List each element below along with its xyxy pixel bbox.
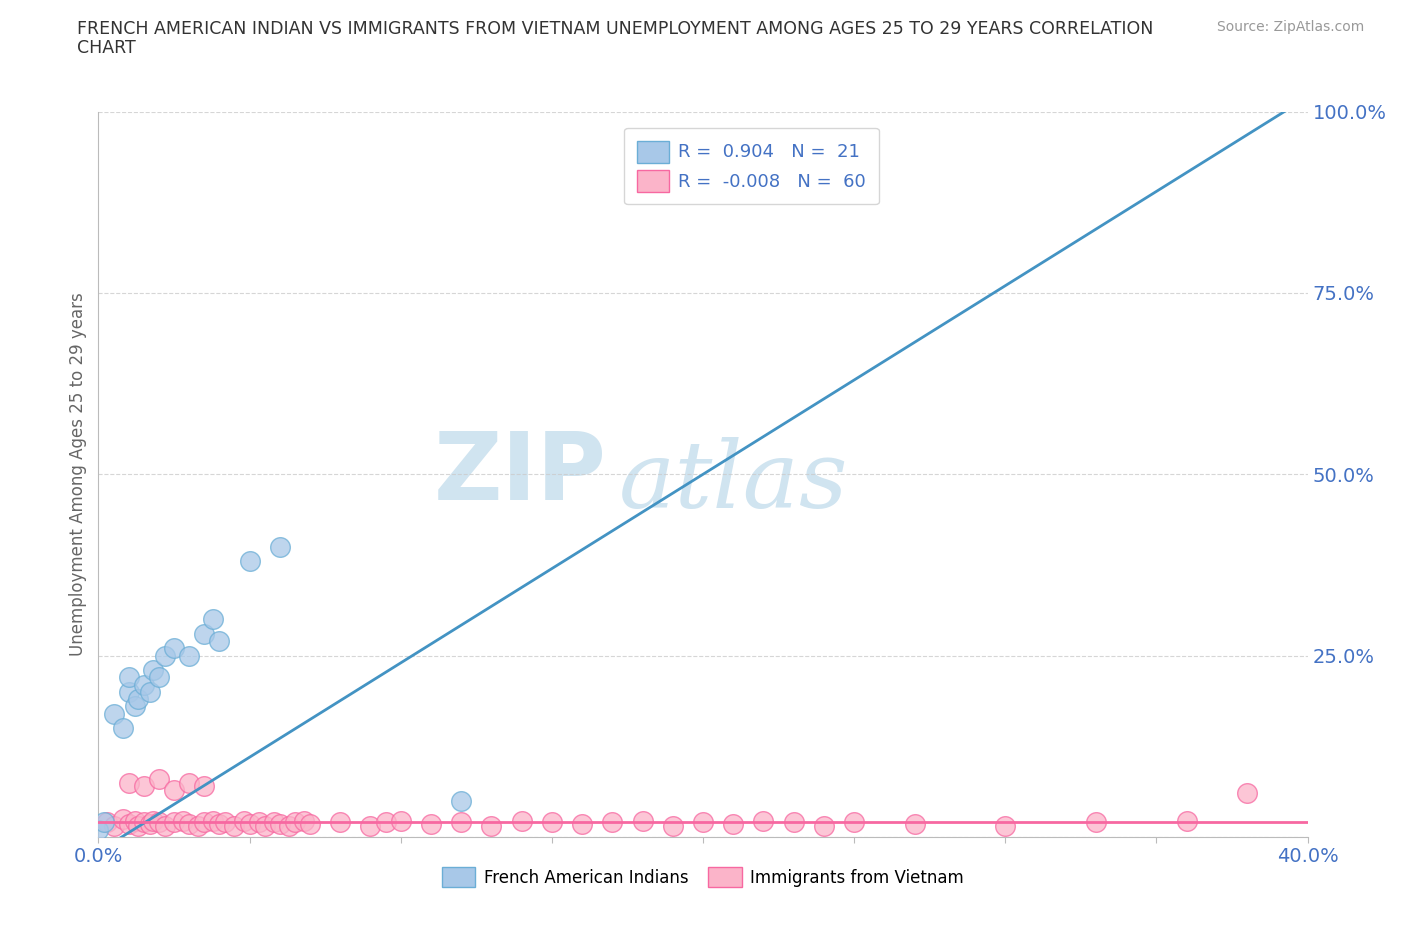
Point bbox=[510, 814, 533, 829]
Point bbox=[148, 670, 170, 684]
Point bbox=[239, 817, 262, 831]
Point bbox=[329, 815, 352, 830]
Point bbox=[127, 692, 149, 707]
Point bbox=[139, 684, 162, 699]
Point bbox=[571, 817, 593, 831]
Point bbox=[93, 815, 115, 830]
Point bbox=[813, 818, 835, 833]
Text: CHART: CHART bbox=[77, 39, 136, 57]
Point bbox=[172, 814, 194, 829]
Point bbox=[202, 814, 225, 829]
Point bbox=[904, 817, 927, 831]
Point bbox=[540, 815, 562, 830]
Point bbox=[202, 612, 225, 627]
Point bbox=[692, 815, 714, 830]
Point bbox=[723, 817, 745, 831]
Point bbox=[132, 677, 155, 692]
Point bbox=[127, 818, 149, 833]
Text: Source: ZipAtlas.com: Source: ZipAtlas.com bbox=[1216, 20, 1364, 34]
Point bbox=[214, 815, 236, 830]
Point bbox=[844, 815, 866, 830]
Point bbox=[277, 818, 299, 833]
Point bbox=[253, 818, 276, 833]
Point bbox=[132, 815, 155, 830]
Point bbox=[1236, 786, 1258, 801]
Point bbox=[224, 818, 246, 833]
Point bbox=[163, 641, 186, 656]
Point bbox=[284, 815, 307, 830]
Point bbox=[450, 793, 472, 808]
Point bbox=[239, 554, 262, 569]
Point bbox=[269, 817, 291, 831]
Point bbox=[193, 627, 215, 642]
Point bbox=[269, 539, 291, 554]
Point bbox=[481, 818, 503, 833]
Point bbox=[783, 815, 806, 830]
Point bbox=[153, 648, 176, 663]
Text: ZIP: ZIP bbox=[433, 429, 606, 520]
Point bbox=[163, 782, 186, 797]
Point bbox=[163, 815, 186, 830]
Point bbox=[103, 818, 125, 833]
Point bbox=[132, 778, 155, 793]
Point bbox=[263, 815, 285, 830]
Point bbox=[631, 814, 654, 829]
Point bbox=[374, 815, 396, 830]
Text: atlas: atlas bbox=[619, 436, 848, 526]
Point bbox=[179, 648, 201, 663]
Point bbox=[450, 815, 472, 830]
Point bbox=[111, 811, 134, 827]
Point bbox=[118, 776, 141, 790]
Point bbox=[1085, 815, 1108, 830]
Point bbox=[661, 818, 683, 833]
Point bbox=[87, 822, 110, 837]
Point bbox=[139, 817, 162, 831]
Point bbox=[124, 699, 146, 714]
Point bbox=[193, 778, 215, 793]
Point bbox=[96, 815, 118, 830]
Point bbox=[1175, 814, 1198, 829]
Y-axis label: Unemployment Among Ages 25 to 29 years: Unemployment Among Ages 25 to 29 years bbox=[69, 292, 87, 657]
Point bbox=[118, 684, 141, 699]
Point bbox=[193, 815, 215, 830]
Point bbox=[232, 814, 254, 829]
Point bbox=[208, 633, 231, 648]
Point bbox=[179, 776, 201, 790]
Point bbox=[118, 817, 141, 831]
Point bbox=[148, 772, 170, 787]
Point bbox=[420, 817, 443, 831]
Point bbox=[299, 817, 322, 831]
Point bbox=[389, 814, 412, 829]
Text: FRENCH AMERICAN INDIAN VS IMMIGRANTS FROM VIETNAM UNEMPLOYMENT AMONG AGES 25 TO : FRENCH AMERICAN INDIAN VS IMMIGRANTS FRO… bbox=[77, 20, 1154, 38]
Point bbox=[179, 817, 201, 831]
Point bbox=[360, 818, 382, 833]
Point bbox=[187, 818, 209, 833]
Point bbox=[292, 814, 315, 829]
Point bbox=[153, 818, 176, 833]
Point bbox=[103, 706, 125, 721]
Point bbox=[208, 817, 231, 831]
Point bbox=[142, 663, 165, 678]
Legend: French American Indians, Immigrants from Vietnam: French American Indians, Immigrants from… bbox=[436, 860, 970, 894]
Point bbox=[247, 815, 270, 830]
Point bbox=[142, 814, 165, 829]
Point bbox=[118, 670, 141, 684]
Point bbox=[124, 814, 146, 829]
Point bbox=[148, 815, 170, 830]
Point bbox=[111, 721, 134, 736]
Point bbox=[602, 815, 624, 830]
Point bbox=[752, 814, 775, 829]
Point bbox=[994, 818, 1017, 833]
